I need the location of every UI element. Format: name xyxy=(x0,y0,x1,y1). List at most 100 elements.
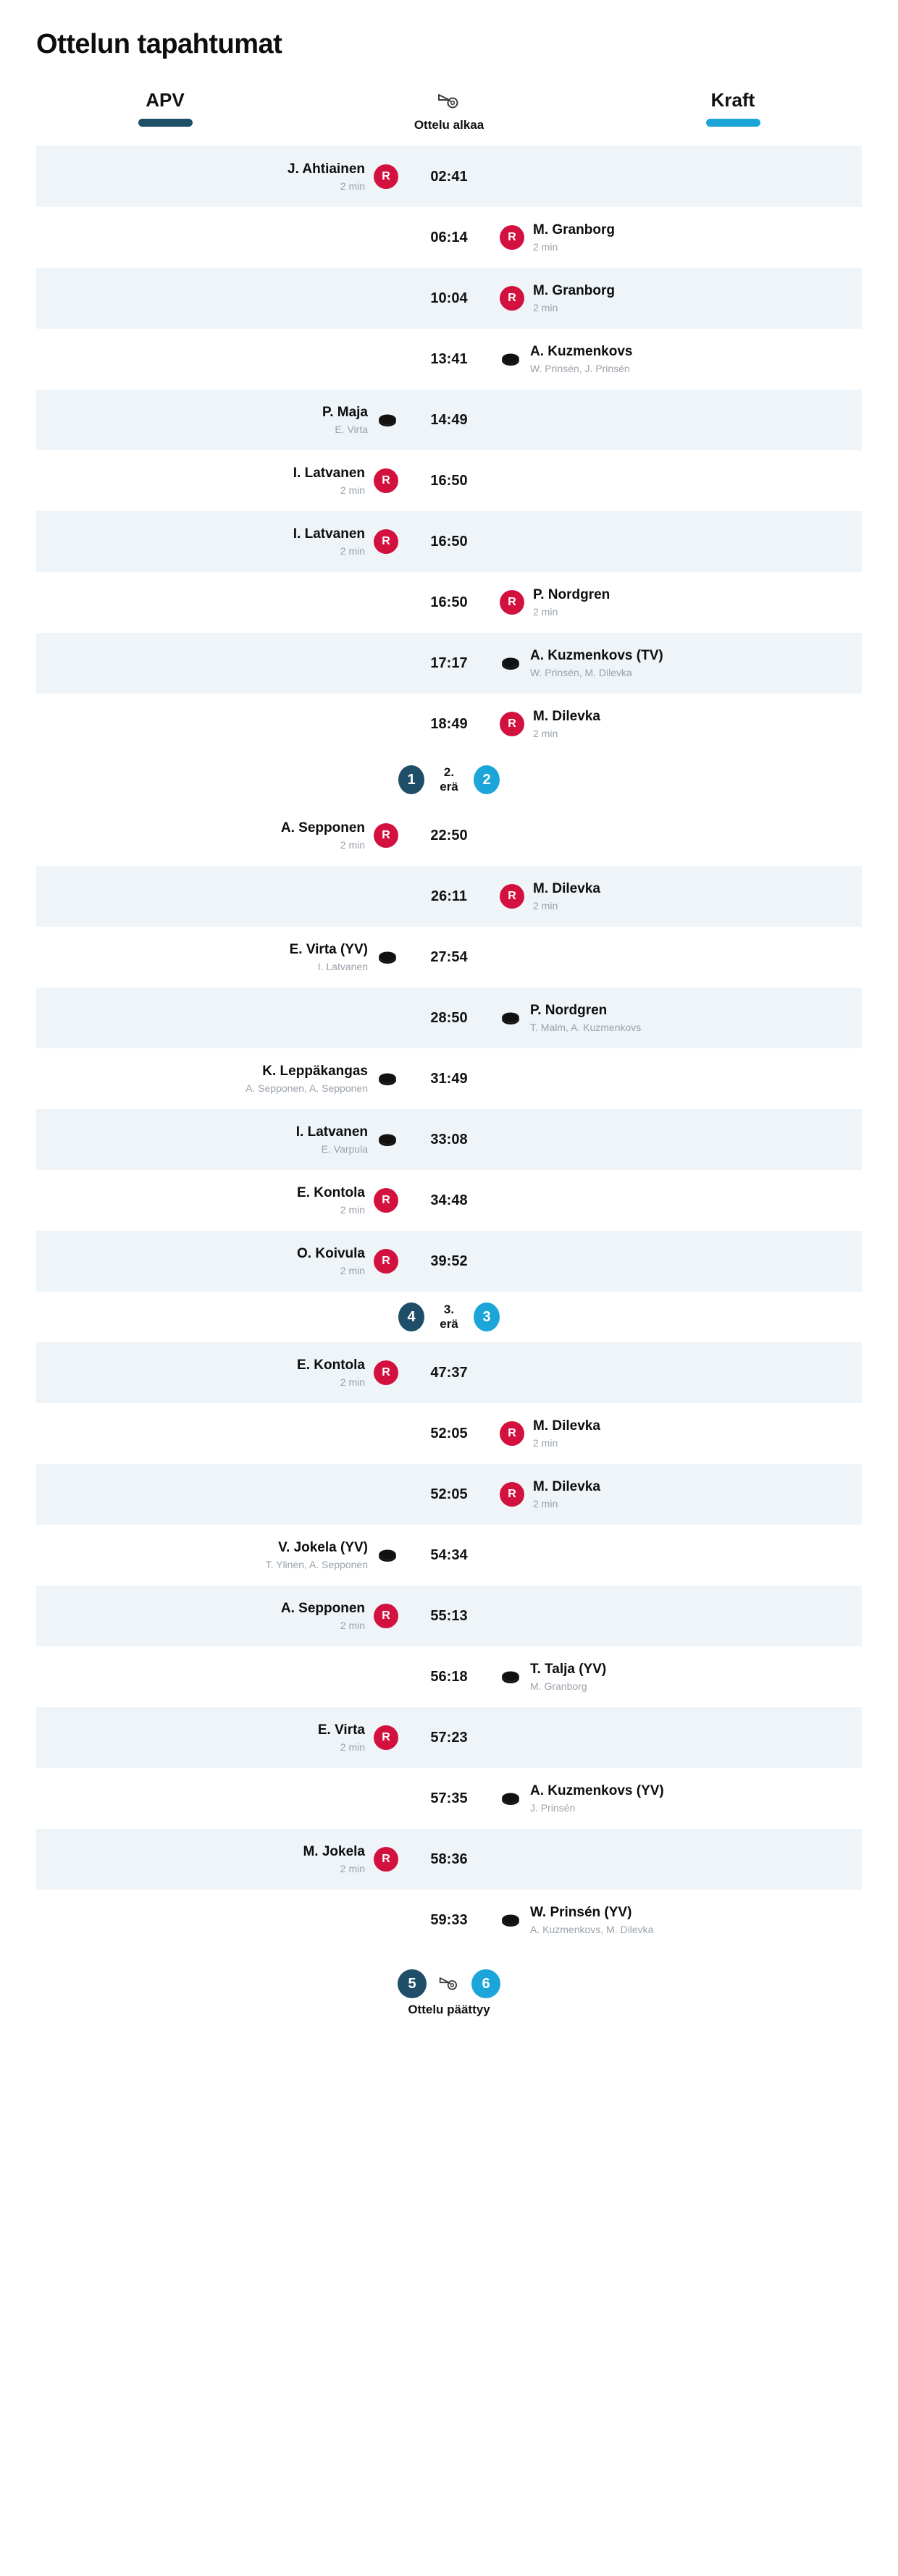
event-time: 33:08 xyxy=(398,1132,500,1148)
home-team-underline xyxy=(138,119,193,127)
event-time: 16:50 xyxy=(398,473,500,489)
away-player-text: P. Nordgren T. Malm, A. Kuzmenkovs xyxy=(530,1002,641,1034)
away-player-sub: J. Prinsén xyxy=(530,1801,664,1814)
whistle-icon xyxy=(287,89,611,114)
event-row: 18:49 R M. Dilevka 2 min xyxy=(36,694,862,754)
match-events-page: Ottelun tapahtumat APV Ottelu alkaa Kraf… xyxy=(0,0,898,2065)
away-player-sub: 2 min xyxy=(533,899,600,912)
home-player-text: K. Leppäkangas A. Sepponen, A. Sepponen xyxy=(246,1063,368,1095)
event-time: 17:17 xyxy=(398,655,500,672)
penalty-icon: R xyxy=(374,1188,398,1213)
event-row: E. Virta 2 min R 57:23 xyxy=(36,1707,862,1768)
period-label: 3. erä xyxy=(435,1302,463,1331)
event-time: 54:34 xyxy=(398,1547,500,1564)
event-time: 02:41 xyxy=(398,169,500,185)
away-event-block: A. Kuzmenkovs (YV) J. Prinsén xyxy=(500,1782,855,1814)
home-player-sub: T. Ylinen, A. Sepponen xyxy=(266,1558,368,1571)
event-row: K. Leppäkangas A. Sepponen, A. Sepponen 31… xyxy=(36,1048,862,1109)
goal-puck-icon xyxy=(500,1666,521,1688)
penalty-icon: R xyxy=(374,1725,398,1750)
away-player-text: M. Dilevka 2 min xyxy=(533,1478,600,1510)
home-event-block: M. Jokela 2 min R xyxy=(43,1843,398,1875)
home-player-sub: 2 min xyxy=(288,180,365,193)
away-player-sub: 2 min xyxy=(533,301,615,314)
away-player-text: T. Talja (YV) M. Granborg xyxy=(530,1661,606,1693)
home-player-text: A. Sepponen 2 min xyxy=(281,1600,365,1632)
away-player-text: M. Granborg 2 min xyxy=(533,282,615,314)
away-player-text: A. Kuzmenkovs (TV) W. Prinsén, M. Dilevka xyxy=(530,647,663,679)
away-player-sub: 2 min xyxy=(533,240,615,253)
event-time: 52:05 xyxy=(398,1486,500,1503)
penalty-icon: R xyxy=(500,1421,524,1446)
period-score-block: 1 2. erä 2 xyxy=(398,765,500,794)
home-player-name: I. Latvanen xyxy=(293,526,365,543)
event-row: 59:33 W. Prinsén (YV) A. Kuzmenkovs, M. Di… xyxy=(36,1890,862,1950)
home-player-text: I. Latvanen E. Varpula xyxy=(296,1124,368,1156)
away-event-block: R M. Dilevka 2 min xyxy=(500,1418,855,1449)
event-row: J. Ahtiainen 2 min R 02:41 xyxy=(36,146,862,207)
event-time: 18:49 xyxy=(398,716,500,733)
away-event-block: A. Kuzmenkovs (TV) W. Prinsén, M. Dilevka xyxy=(500,647,855,679)
event-row: E. Virta (YV) I. Latvanen 27:54 xyxy=(36,927,862,988)
home-event-block: E. Kontola 2 min R xyxy=(43,1357,398,1389)
home-player-name: A. Sepponen xyxy=(281,820,365,837)
home-player-text: O. Koivula 2 min xyxy=(297,1245,365,1277)
event-row: E. Kontola 2 min R 34:48 xyxy=(36,1170,862,1231)
penalty-icon: R xyxy=(500,884,524,909)
penalty-icon: R xyxy=(374,823,398,848)
period-score-away: 3 xyxy=(474,1302,500,1331)
period-score-home: 4 xyxy=(398,1302,424,1331)
penalty-icon: R xyxy=(374,164,398,189)
event-row: E. Kontola 2 min R 47:37 xyxy=(36,1342,862,1403)
home-player-sub: 2 min xyxy=(297,1203,365,1216)
away-player-sub: 2 min xyxy=(533,1436,600,1449)
event-row: 56:18 T. Talja (YV) M. Granborg xyxy=(36,1646,862,1707)
away-player-name: M. Dilevka xyxy=(533,1478,600,1496)
event-time: 16:50 xyxy=(398,534,500,550)
event-time: 10:04 xyxy=(398,290,500,307)
event-time: 55:13 xyxy=(398,1608,500,1625)
home-player-name: E. Virta (YV) xyxy=(290,941,368,959)
away-player-name: M. Dilevka xyxy=(533,880,600,898)
goal-puck-icon xyxy=(377,1129,398,1150)
away-player-sub: 2 min xyxy=(533,727,600,740)
goal-puck-icon xyxy=(377,409,398,431)
match-end-block: 5 6 Ottelu päättyy xyxy=(36,1950,862,2021)
event-time: 47:37 xyxy=(398,1365,500,1381)
whistle-icon-end xyxy=(438,1973,460,1995)
event-row: A. Sepponen 2 min R 55:13 xyxy=(36,1586,862,1646)
event-time: 14:49 xyxy=(398,412,500,429)
home-event-block: I. Latvanen E. Varpula xyxy=(43,1124,398,1156)
away-player-name: M. Dilevka xyxy=(533,708,600,725)
home-event-block: P. Maja E. Virta xyxy=(43,404,398,436)
away-player-sub: 2 min xyxy=(533,605,610,618)
home-player-text: E. Virta (YV) I. Latvanen xyxy=(290,941,368,973)
event-row: 57:35 A. Kuzmenkovs (YV) J. Prinsén xyxy=(36,1768,862,1829)
penalty-icon: R xyxy=(500,1482,524,1507)
away-event-block: A. Kuzmenkovs W. Prinsén, J. Prinsén xyxy=(500,343,855,375)
goal-puck-icon xyxy=(500,652,521,674)
period-break-row: 4 3. erä 3 xyxy=(36,1292,862,1342)
home-team-header: APV xyxy=(43,89,287,127)
away-event-block: R M. Dilevka 2 min xyxy=(500,1478,855,1510)
penalty-icon: R xyxy=(500,286,524,311)
away-event-block: P. Nordgren T. Malm, A. Kuzmenkovs xyxy=(500,1002,855,1034)
period-score-away: 2 xyxy=(474,765,500,794)
event-row: 17:17 A. Kuzmenkovs (TV) W. Prinsén, M. Di… xyxy=(36,633,862,694)
home-event-block: E. Virta (YV) I. Latvanen xyxy=(43,941,398,973)
goal-puck-icon xyxy=(500,348,521,370)
goal-puck-icon xyxy=(377,1544,398,1566)
penalty-icon: R xyxy=(500,225,524,250)
event-time: 06:14 xyxy=(398,230,500,246)
home-player-text: E. Kontola 2 min xyxy=(297,1357,365,1389)
final-score-circles: 5 6 xyxy=(398,1969,500,1998)
away-player-text: M. Dilevka 2 min xyxy=(533,880,600,912)
away-player-text: A. Kuzmenkovs W. Prinsén, J. Prinsén xyxy=(530,343,632,375)
home-player-sub: 2 min xyxy=(297,1264,365,1277)
period-score-home: 1 xyxy=(398,765,424,794)
event-time: 57:23 xyxy=(398,1730,500,1746)
away-player-name: A. Kuzmenkovs (YV) xyxy=(530,1782,664,1800)
home-player-name: E. Kontola xyxy=(297,1357,365,1374)
home-event-block: O. Koivula 2 min R xyxy=(43,1245,398,1277)
page-title: Ottelun tapahtumat xyxy=(36,29,862,60)
